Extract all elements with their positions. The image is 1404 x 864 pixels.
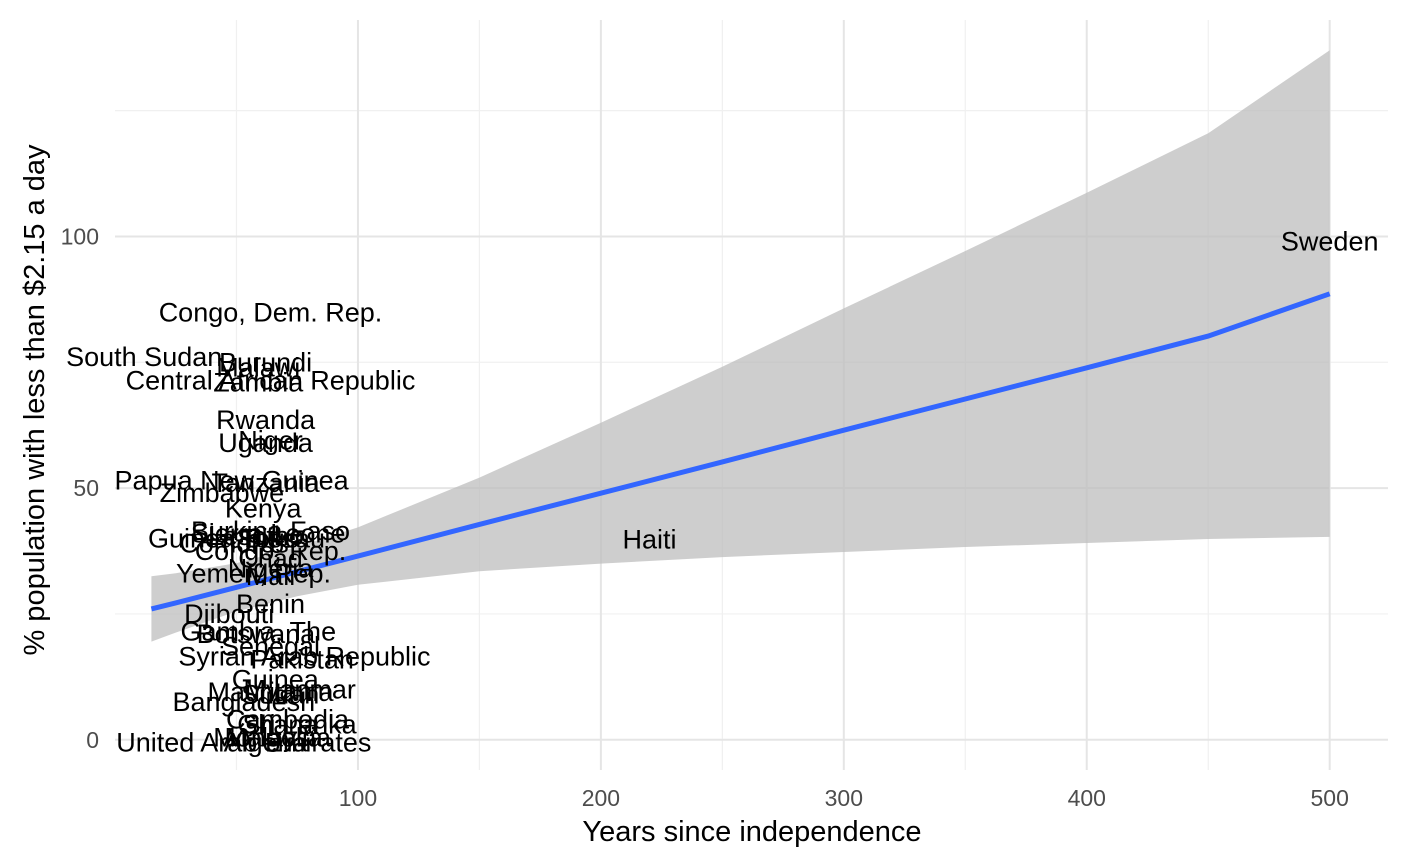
- point-label: Burkina Faso: [191, 516, 350, 546]
- point-label: Benin: [236, 589, 305, 619]
- point-label: Chad: [238, 544, 303, 574]
- y-tick-label: 50: [73, 475, 99, 501]
- point-label: Malaysia: [225, 722, 333, 752]
- point-label: Mauritania: [207, 677, 334, 707]
- point-label: Sierra Leone: [191, 518, 346, 548]
- point-label: United Arab Emirates: [116, 727, 371, 757]
- point-label: Senegal: [221, 632, 320, 662]
- x-tick-label: 100: [339, 785, 377, 811]
- point-label: Kenya: [225, 493, 303, 523]
- point-label: Central African Republic: [126, 365, 416, 395]
- point-label: Botswana: [197, 619, 317, 649]
- point-label: Papua New Guinea: [115, 466, 350, 496]
- point-label: Guinea-Bissau: [148, 524, 325, 554]
- point-label: Cambodia: [226, 705, 350, 735]
- point-label: Zimbabwe: [160, 478, 285, 508]
- point-label: Mongolia: [213, 722, 324, 752]
- point-label: Comoros: [179, 529, 289, 559]
- y-axis-title: % population with less than $2.15 a day: [19, 144, 51, 656]
- point-label: Sri Lanka: [243, 710, 358, 740]
- point-label: Togo: [241, 524, 300, 554]
- x-tick-label: 400: [1068, 785, 1106, 811]
- fit-line: [150, 291, 1331, 612]
- point-label: Uganda: [218, 428, 314, 458]
- point-label: Congo, Rep.: [195, 536, 347, 566]
- point-label: Haiti: [622, 525, 676, 555]
- point-label: Guinea: [232, 664, 320, 694]
- point-label: Congo, Dem. Rep.: [159, 297, 383, 327]
- point-label: Sweden: [1281, 227, 1379, 257]
- point-label: Pakistan: [250, 644, 354, 674]
- y-tick-label: 0: [86, 727, 99, 753]
- point-label: Syrian Arab Republic: [178, 642, 430, 672]
- point-label: Myanmar: [243, 675, 356, 705]
- point-label: Tanzania: [212, 468, 321, 498]
- point-label: Malawi: [216, 352, 300, 382]
- x-tick-label: 300: [825, 785, 863, 811]
- point-label: Djibouti: [184, 599, 274, 629]
- point-label: Bangladesh: [172, 687, 315, 717]
- point-label: Ghana: [237, 710, 319, 740]
- point-label: Niger: [238, 425, 303, 455]
- x-tick-label: 200: [582, 785, 620, 811]
- point-label: Gambia, The: [181, 617, 337, 647]
- point-label: Sudan: [241, 680, 319, 710]
- x-axis-title: Years since independence: [582, 816, 921, 848]
- y-tick-label: 100: [61, 223, 99, 249]
- point-label: Nigeria: [228, 554, 315, 584]
- point-label: South Sudan: [66, 342, 222, 372]
- point-label: Zambia: [213, 367, 304, 397]
- point-label: Algeria: [224, 727, 309, 757]
- point-label: Burundi: [219, 347, 312, 377]
- point-labels: Congo, Dem. Rep. South SudanBurundiMalawi…: [66, 227, 1378, 758]
- point-label: Rwanda: [216, 405, 316, 435]
- tick-labels: 100 200 300 400 500 0 50 100: [61, 223, 1349, 811]
- confidence-band: [151, 50, 1330, 642]
- point-label: Yemen, Rep.: [176, 559, 331, 589]
- x-tick-label: 500: [1311, 785, 1349, 811]
- point-label: Lesotho: [208, 521, 304, 551]
- point-label: Mali: [246, 561, 296, 591]
